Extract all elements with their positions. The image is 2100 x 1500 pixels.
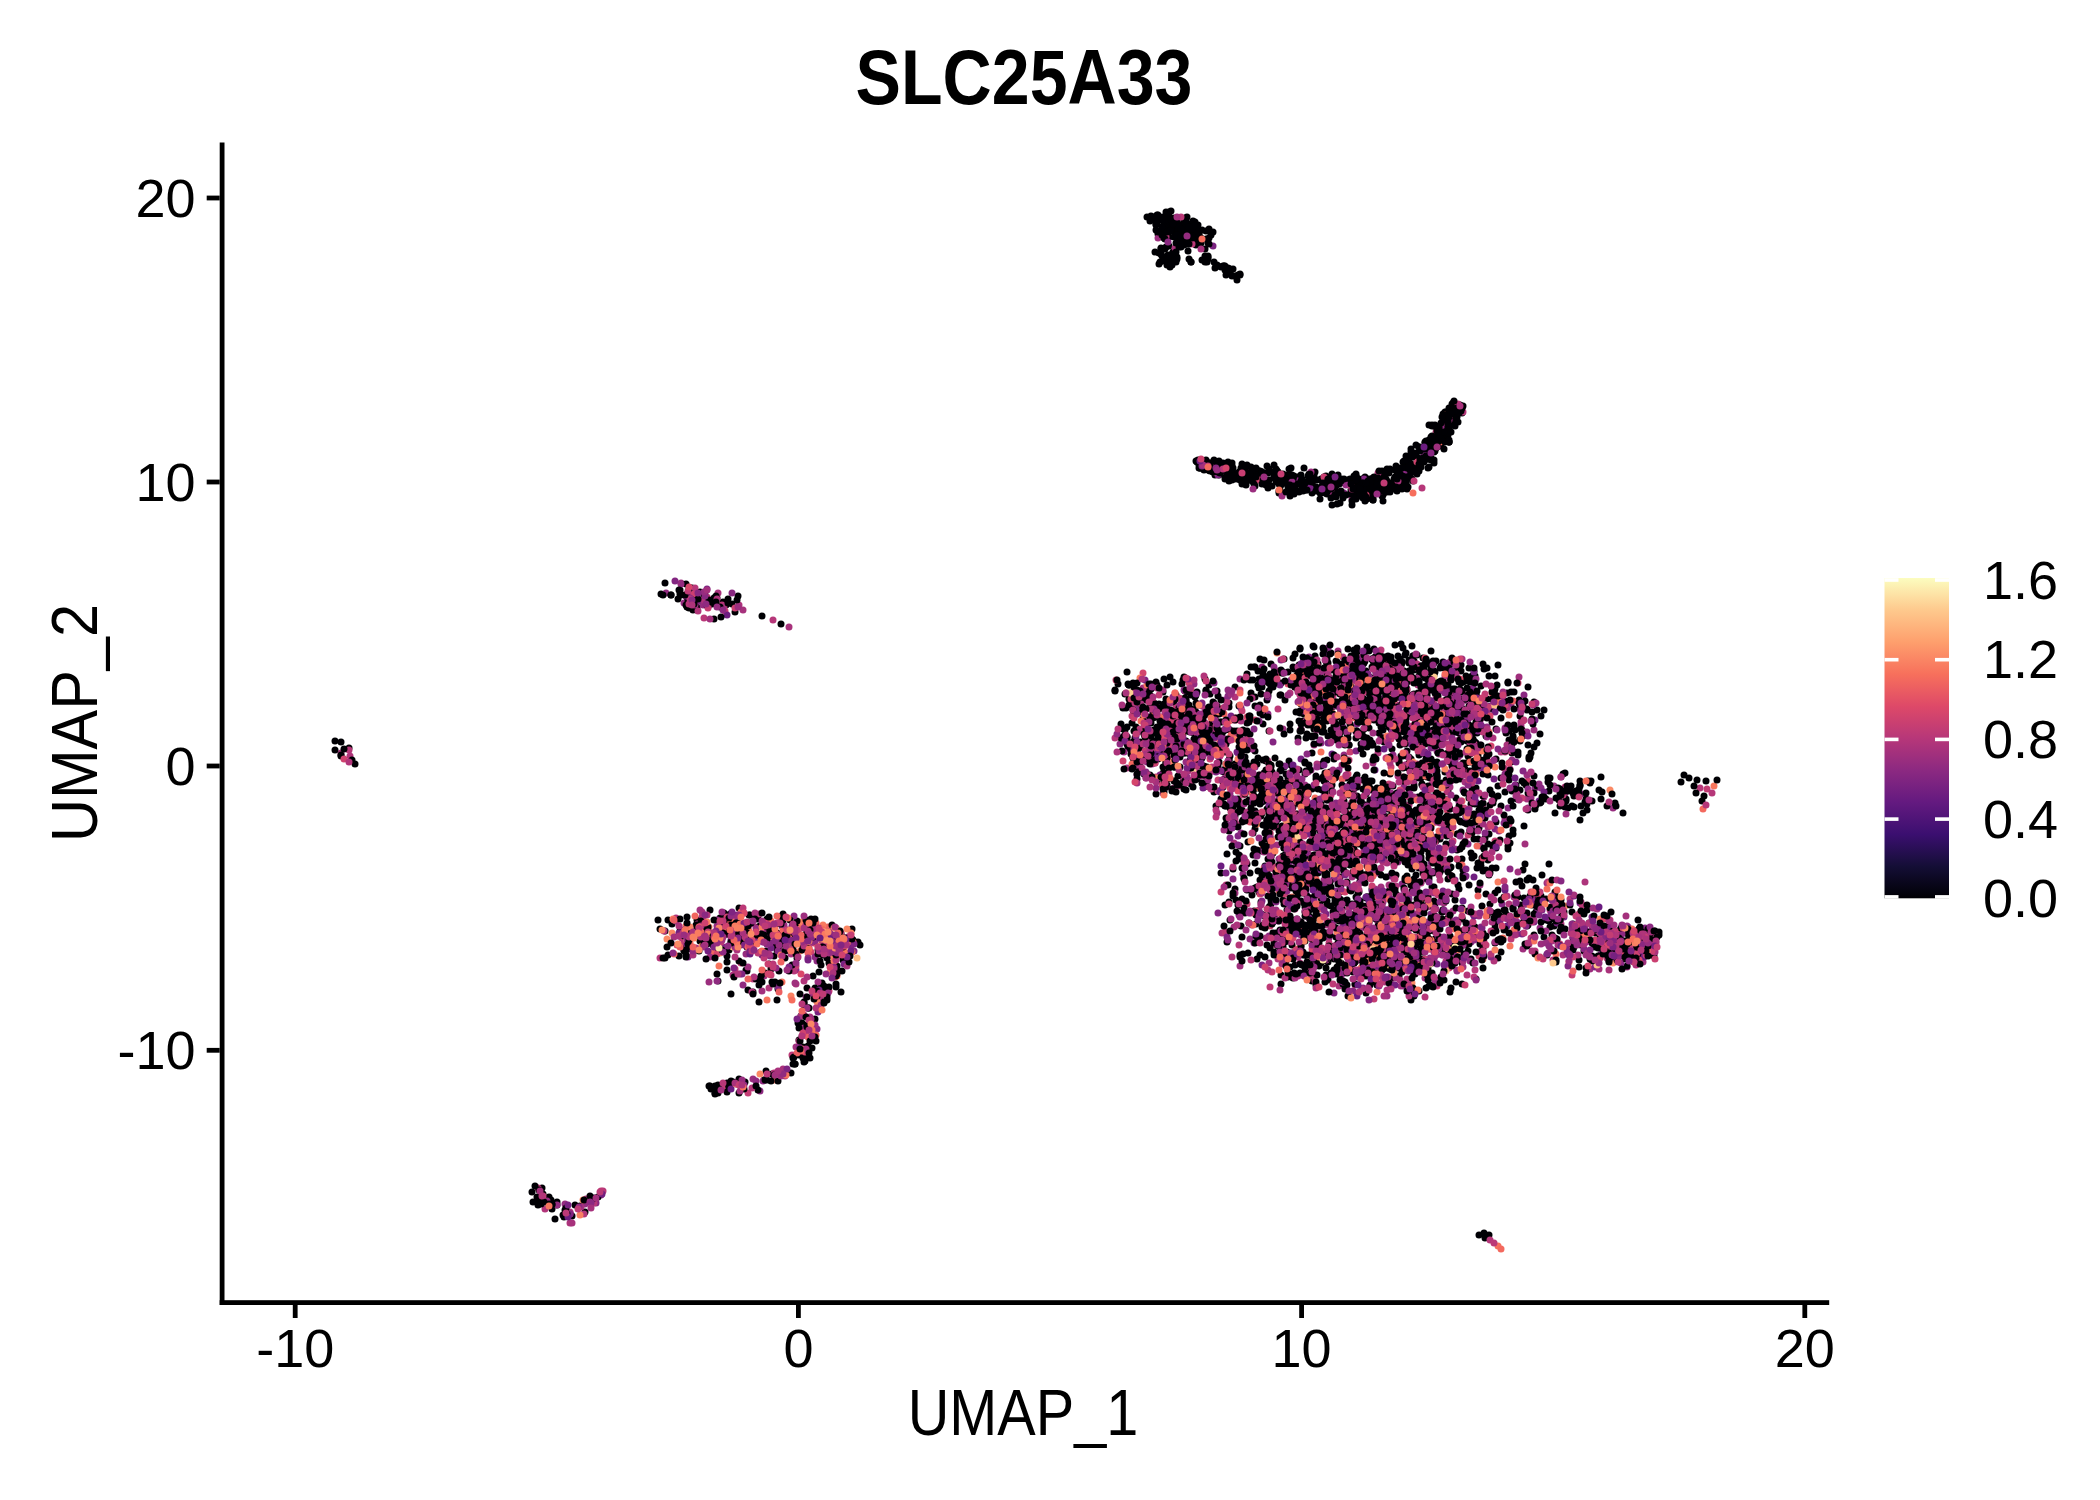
- svg-text:UMAP_2: UMAP_2: [39, 604, 110, 842]
- svg-text:SLC25A33: SLC25A33: [856, 33, 1193, 120]
- svg-text:0: 0: [783, 1318, 813, 1378]
- svg-text:10: 10: [135, 452, 195, 512]
- svg-text:1.2: 1.2: [1983, 629, 2058, 689]
- svg-text:0: 0: [165, 736, 195, 796]
- svg-text:20: 20: [1775, 1318, 1835, 1378]
- svg-text:-10: -10: [256, 1318, 334, 1378]
- svg-text:10: 10: [1272, 1318, 1332, 1378]
- svg-text:0.8: 0.8: [1983, 709, 2058, 769]
- svg-text:-10: -10: [117, 1020, 195, 1080]
- svg-text:0.0: 0.0: [1983, 868, 2058, 928]
- svg-text:0.4: 0.4: [1983, 789, 2058, 849]
- svg-text:UMAP_1: UMAP_1: [908, 1377, 1138, 1448]
- svg-text:20: 20: [135, 168, 195, 228]
- svg-text:1.6: 1.6: [1983, 550, 2058, 610]
